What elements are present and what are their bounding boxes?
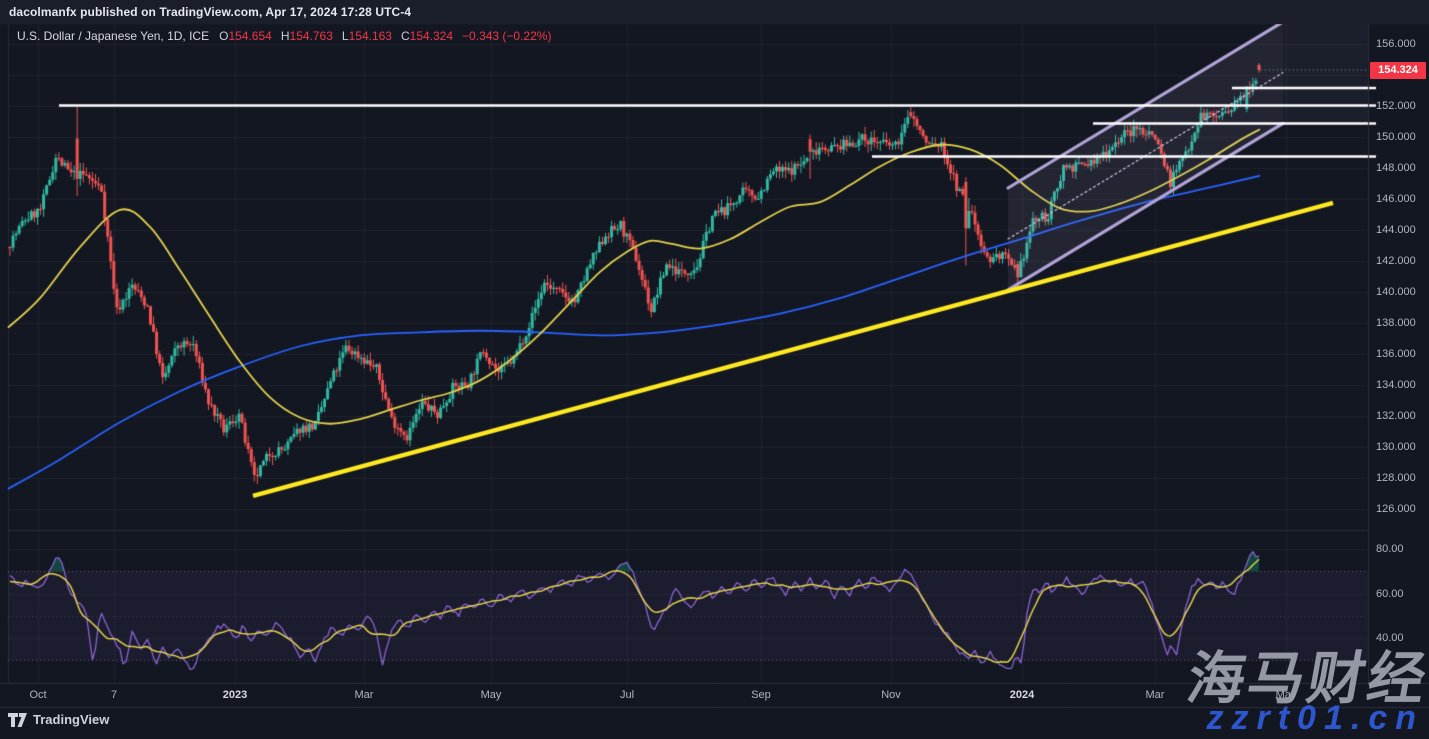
- ohlc-low: L154.163: [341, 29, 392, 43]
- time-tick-label: 7: [110, 689, 118, 701]
- price-tick-label: 138.000: [1376, 317, 1416, 329]
- price-tick-label: 132.000: [1376, 410, 1416, 422]
- price-change: −0.343 (−0.22%): [462, 29, 552, 43]
- publisher-bar: dacolmanfx published on TradingView.com,…: [0, 0, 1429, 24]
- time-tick-label: 2023: [222, 689, 248, 701]
- ohlc-open: O154.654: [219, 29, 272, 43]
- indicator-tick-label: 40.00: [1376, 632, 1404, 644]
- watermark-url: zzrt01.cn: [1206, 699, 1424, 737]
- ohlc-close: C154.324: [400, 29, 454, 43]
- time-tick-label: Nov: [881, 689, 901, 701]
- time-tick-label: Mar: [1145, 689, 1165, 701]
- time-tick-label: 2024: [1009, 689, 1035, 701]
- price-tick-label: 140.000: [1376, 286, 1416, 298]
- time-tick-label: Oct: [29, 689, 47, 701]
- time-tick-label: Jul: [619, 689, 635, 701]
- symbol-title: U.S. Dollar / Japanese Yen, 1D, ICE: [17, 29, 210, 43]
- price-tick-label: 144.000: [1376, 224, 1416, 236]
- time-tick-label: May: [480, 689, 502, 701]
- price-tick-label: 134.000: [1376, 379, 1416, 391]
- price-tick-label: 150.000: [1376, 131, 1416, 143]
- indicator-tick-label: 80.00: [1376, 543, 1404, 555]
- symbol-legend[interactable]: U.S. Dollar / Japanese Yen, 1D, ICE O154…: [17, 29, 551, 43]
- time-tick-label: Sep: [751, 689, 771, 701]
- price-tick-label: 156.000: [1376, 38, 1416, 50]
- ohlc-high: H154.763: [280, 29, 333, 43]
- price-tick-label: 128.000: [1376, 472, 1416, 484]
- time-tick-label: Mar: [354, 689, 374, 701]
- price-tick-label: 142.000: [1376, 255, 1416, 267]
- time-tick-label: May: [1275, 689, 1297, 701]
- indicator-tick-label: 60.00: [1376, 587, 1404, 600]
- price-tick-label: 146.000: [1376, 193, 1416, 205]
- price-tick-label: 126.000: [1376, 503, 1416, 515]
- price-tick-label: 130.000: [1376, 441, 1416, 453]
- tradingview-logo[interactable]: TradingView: [8, 712, 109, 727]
- price-tick-label: 136.000: [1376, 348, 1416, 360]
- price-tick-label: 148.000: [1376, 162, 1416, 174]
- publisher-line: dacolmanfx published on TradingView.com,…: [9, 5, 412, 19]
- last-price-badge: 154.324: [1370, 62, 1426, 79]
- tradingview-logo-icon: [8, 712, 27, 727]
- price-tick-label: 152.000: [1376, 100, 1416, 112]
- tradingview-logo-text: TradingView: [33, 712, 110, 727]
